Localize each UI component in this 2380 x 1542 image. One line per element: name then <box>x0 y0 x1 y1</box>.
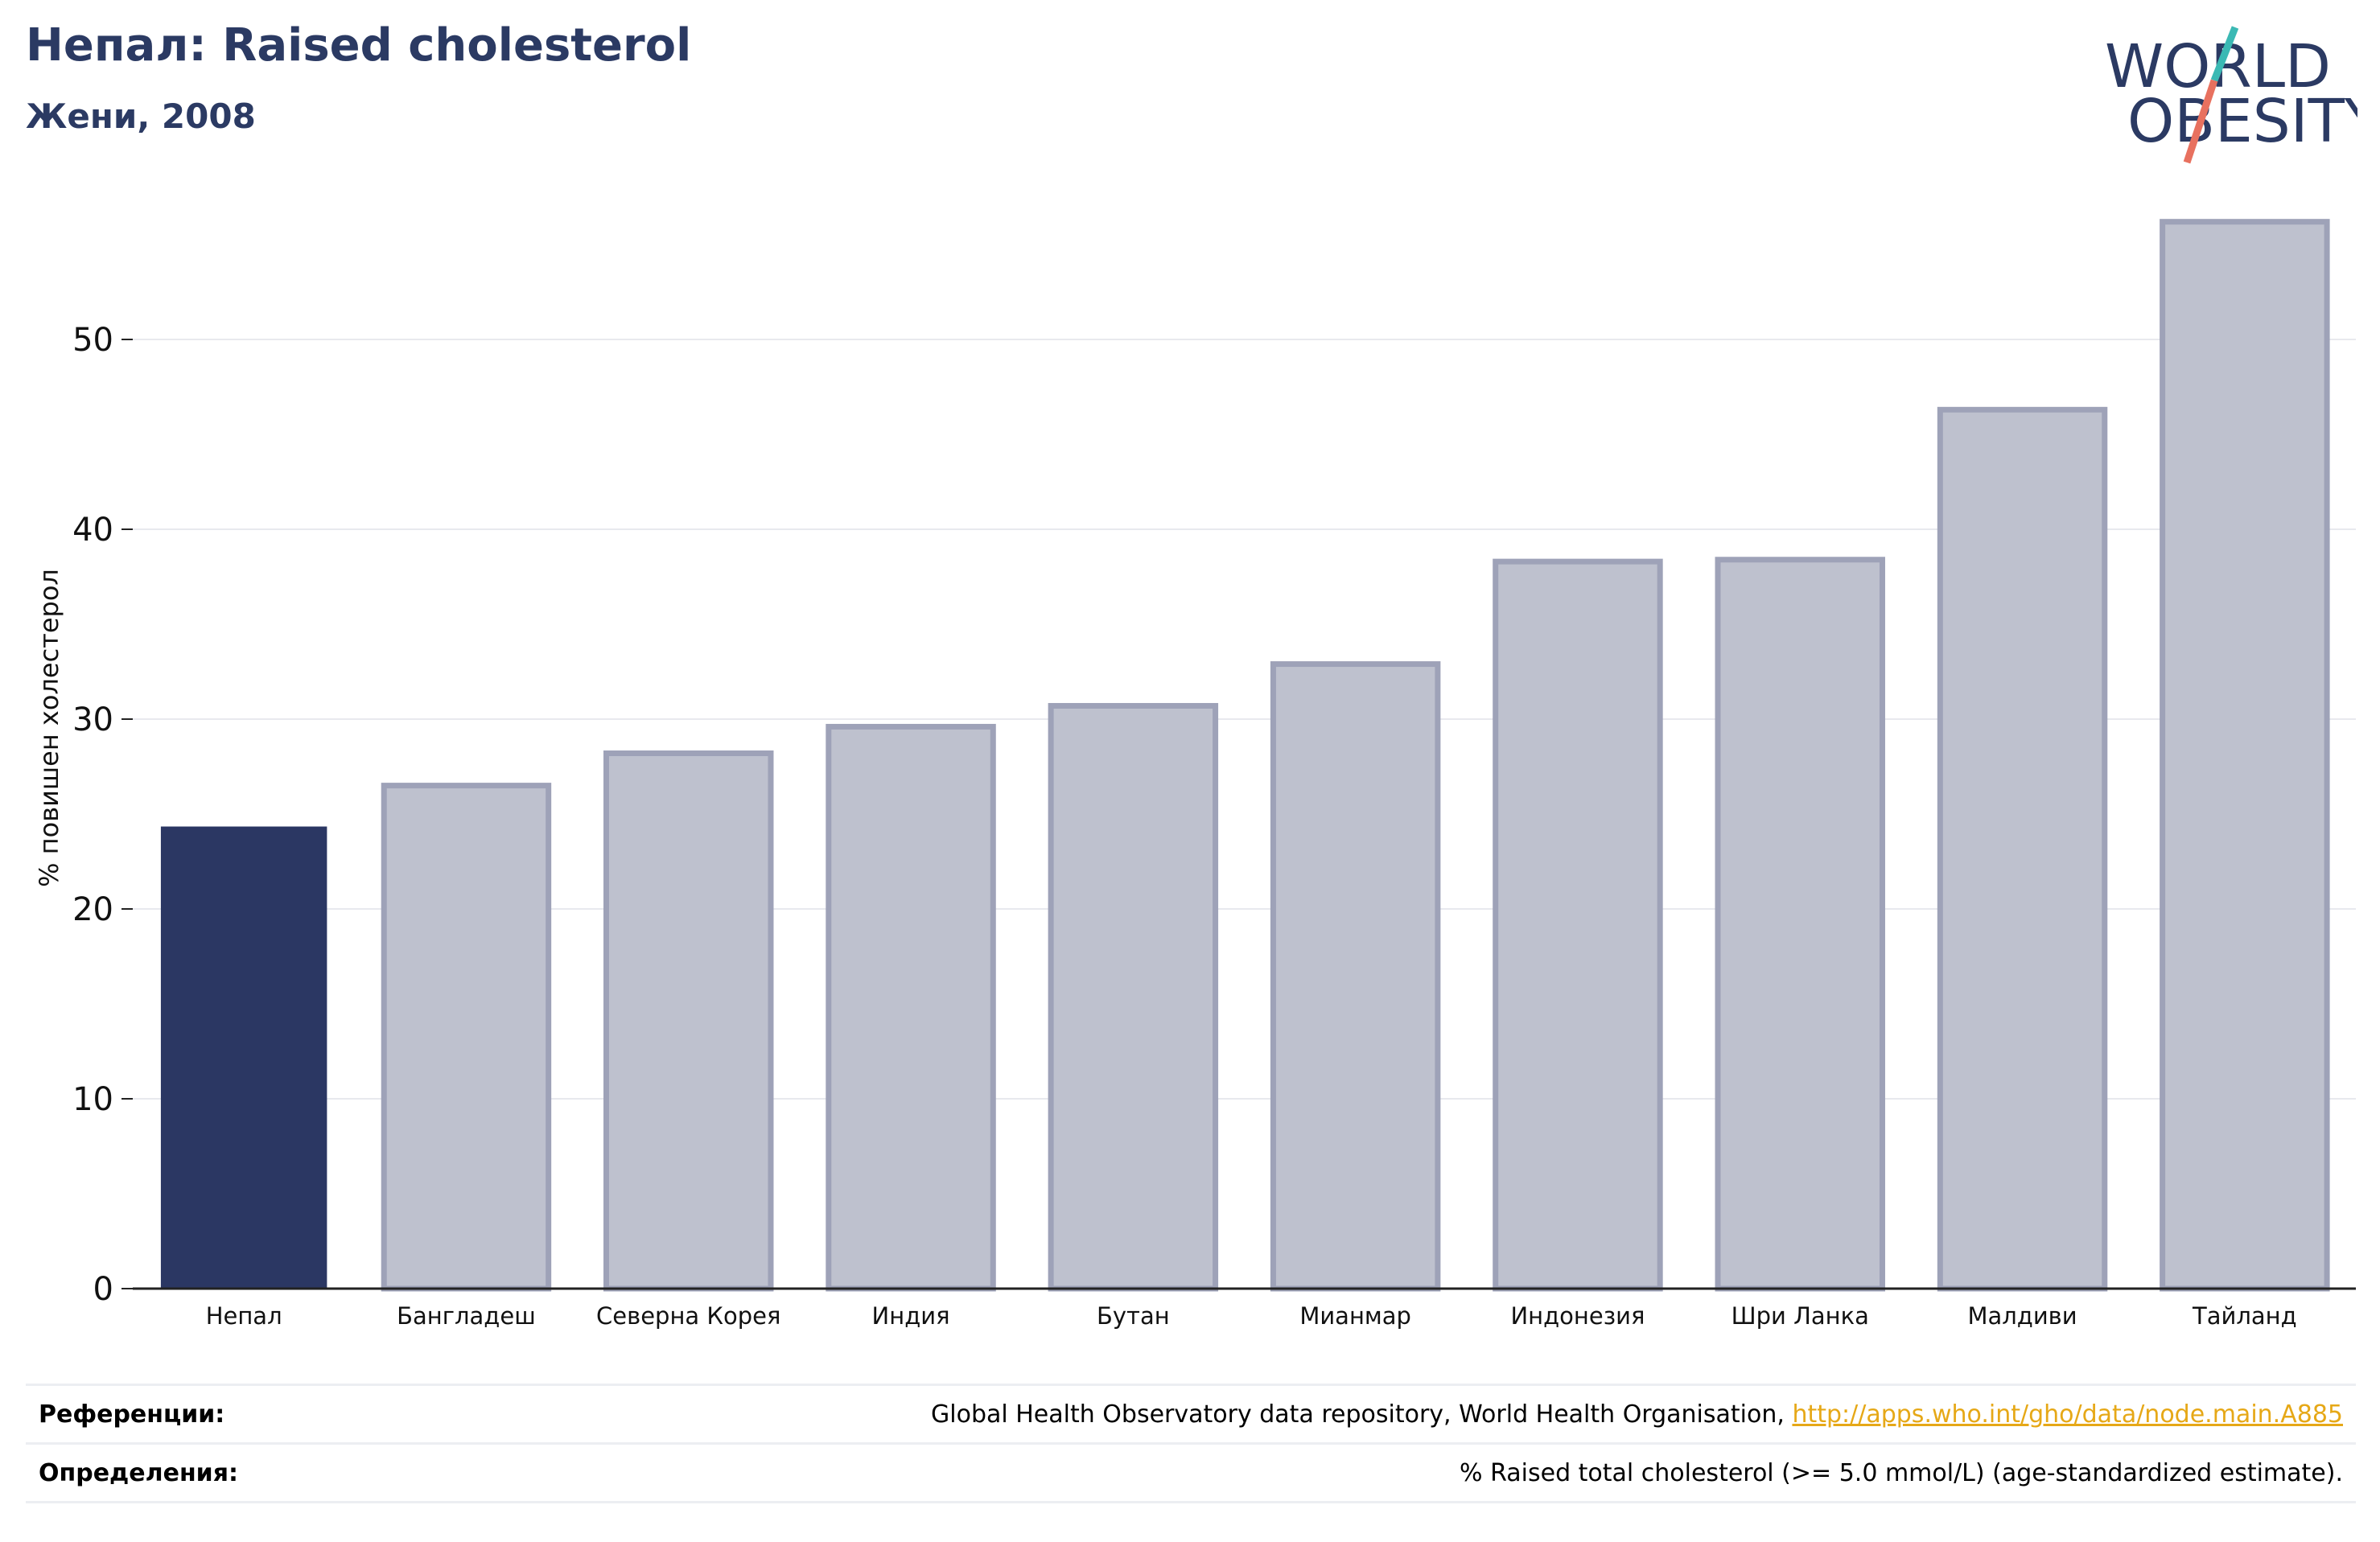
bar <box>1715 557 1885 1292</box>
bar <box>1270 661 1441 1292</box>
y-tick-labels: 0 10 20 30 40 50 <box>72 322 133 1308</box>
x-tick-label: Тайланд <box>2192 1302 2297 1330</box>
x-tick-label: Непал <box>206 1302 282 1330</box>
y-tick-label: 20 <box>72 891 113 928</box>
bar <box>603 750 774 1292</box>
bar <box>2160 219 2330 1292</box>
x-tick-label: Индонезия <box>1510 1302 1645 1330</box>
y-tick-label: 30 <box>72 701 113 738</box>
logo-word-obesity: OBESITY <box>2127 87 2357 156</box>
definitions-label: Определения: <box>39 1459 238 1487</box>
y-axis-label: % повишен холестерол <box>34 569 64 887</box>
chart-subtitle: Жени, 2008 <box>26 97 256 136</box>
x-tick-label: Бангладеш <box>397 1302 536 1330</box>
bar <box>1048 702 1219 1292</box>
references-label: Референции: <box>39 1400 225 1429</box>
bar <box>1937 406 2108 1292</box>
x-tick-labels: Непал Бангладеш Северна Корея Индия Бутан Миа… <box>206 1302 2297 1330</box>
x-tick-label: Индия <box>872 1302 950 1330</box>
definitions-value: % Raised total cholesterol (>= 5.0 mmol/… <box>1460 1459 2343 1487</box>
references-row: Референции: Global Health Observatory da… <box>26 1384 2356 1442</box>
y-tick-label: 40 <box>72 512 113 549</box>
x-tick-label: Малдиви <box>1967 1302 2077 1330</box>
references-link[interactable]: http://apps.who.int/gho/data/node.main.A… <box>1792 1400 2343 1429</box>
bars <box>160 219 2330 1292</box>
chart-title: Непал: Raised cholesterol <box>26 19 692 72</box>
logo-slash-top <box>2210 26 2239 82</box>
x-tick-label: Шри Ланка <box>1731 1302 1869 1330</box>
y-tick-label: 50 <box>72 322 113 359</box>
references-text: Global Health Observatory data repositor… <box>931 1400 1793 1429</box>
logo-slash-bottom <box>2183 79 2218 164</box>
world-obesity-logo: WORLD OBESITY <box>2105 26 2357 164</box>
y-tick-label: 0 <box>93 1271 113 1308</box>
x-tick-label: Мианмар <box>1299 1302 1411 1330</box>
references-value: Global Health Observatory data repositor… <box>931 1400 2343 1429</box>
x-tick-label: Северна Корея <box>596 1302 780 1330</box>
y-tick-label: 10 <box>72 1081 113 1118</box>
references-table: Референции: Global Health Observatory da… <box>26 1384 2356 1503</box>
bar <box>826 723 996 1292</box>
x-tick-label: Бутан <box>1097 1302 1170 1330</box>
bar <box>160 826 327 1289</box>
definitions-row: Определения: % Raised total cholesterol … <box>26 1442 2356 1503</box>
bar <box>381 783 552 1292</box>
bar <box>1493 558 1663 1292</box>
